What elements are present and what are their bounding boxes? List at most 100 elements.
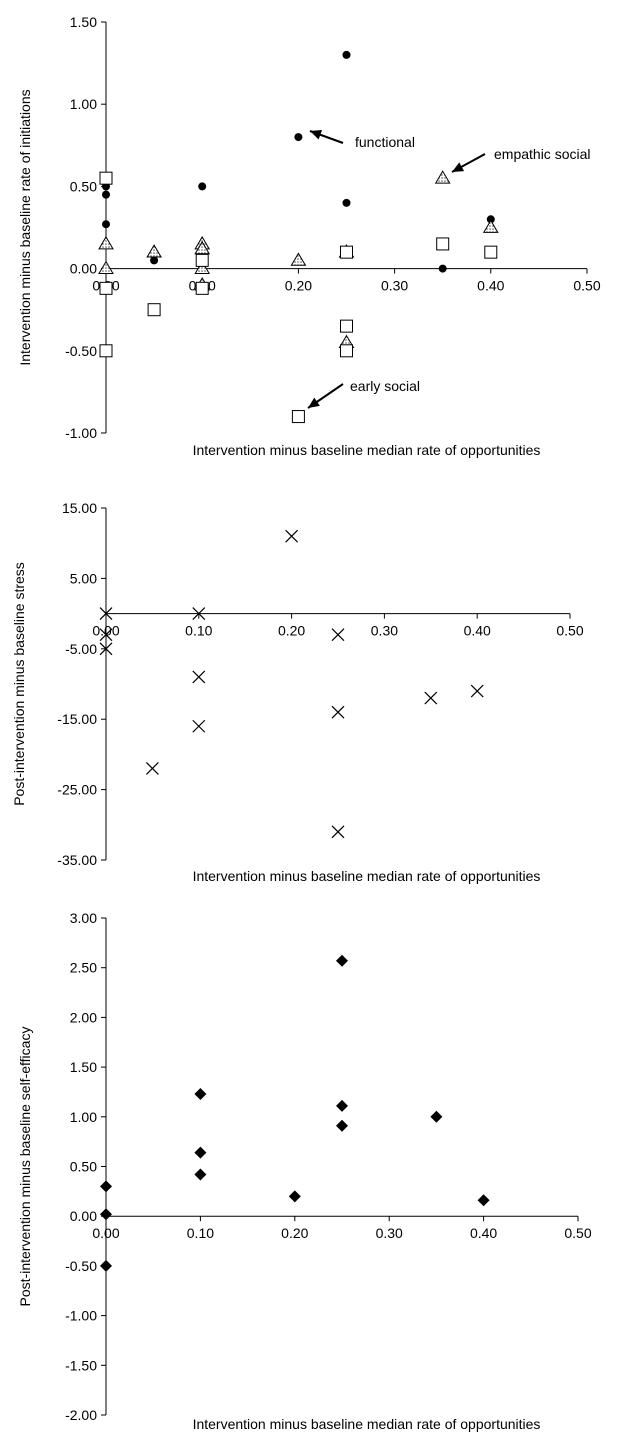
square-marker bbox=[291, 410, 305, 424]
diamond-marker bbox=[336, 954, 348, 967]
circle-marker bbox=[438, 264, 447, 273]
diamond-marker bbox=[336, 1099, 348, 1112]
x-marker bbox=[192, 607, 206, 621]
y-tick-label: -35.00 bbox=[57, 852, 97, 868]
y-tick-label: 1.00 bbox=[70, 96, 97, 112]
y-tick-label: -1.00 bbox=[65, 1308, 97, 1324]
annotation-early-social: early social bbox=[307, 378, 420, 409]
diamond-marker bbox=[336, 1119, 348, 1132]
y-tick-label: 2.50 bbox=[70, 960, 97, 976]
diamond-marker bbox=[477, 1194, 490, 1207]
square-marker bbox=[436, 237, 450, 251]
circle-marker bbox=[102, 190, 110, 199]
circle-marker bbox=[198, 182, 207, 191]
square-marker bbox=[99, 171, 113, 185]
circle-marker bbox=[342, 198, 351, 207]
circle-marker bbox=[486, 215, 495, 224]
y-axis-title: Intervention minus baseline rate of init… bbox=[17, 89, 33, 365]
diamond-marker bbox=[100, 1208, 112, 1221]
x-tick-label: 0.40 bbox=[464, 623, 491, 639]
y-tick-label: -1.00 bbox=[65, 425, 97, 441]
chart-2: 15.00 5.00 -5.00 -15.00 -25.00 -35.00 0.00 0.10… bbox=[11, 500, 584, 884]
x-marker bbox=[99, 607, 113, 621]
y-tick-label: -25.00 bbox=[57, 782, 97, 798]
diamond-marker bbox=[430, 1110, 443, 1123]
series-empathic-social bbox=[98, 170, 499, 348]
x-tick-label: 0.50 bbox=[556, 623, 583, 639]
x-tick-label: 0.20 bbox=[281, 1225, 308, 1241]
triangle-marker bbox=[194, 240, 211, 255]
y-tick-label: -0.50 bbox=[65, 1258, 97, 1274]
x-marker bbox=[99, 642, 113, 656]
y-tick-label: 2.00 bbox=[70, 1009, 97, 1025]
circle-marker bbox=[150, 256, 159, 265]
square-marker bbox=[195, 281, 209, 295]
x-marker bbox=[470, 684, 484, 698]
annotation-functional: functional bbox=[309, 130, 415, 150]
x-marker bbox=[99, 628, 113, 642]
triangle-marker bbox=[146, 244, 162, 258]
chart-1: 1.501.000.500.00-0.50-1.000.000.100.200.… bbox=[17, 14, 601, 458]
y-tick-label: -5.00 bbox=[65, 641, 97, 657]
y-tick-label: -15.00 bbox=[57, 711, 97, 727]
y-axis-title: Post-intervention minus baseline stress bbox=[11, 562, 27, 806]
annotation-arrowhead bbox=[452, 162, 465, 172]
annotation-label: functional bbox=[355, 134, 415, 150]
triangle-marker bbox=[194, 260, 211, 274]
y-tick-label: -0.50 bbox=[65, 343, 97, 359]
chart-3: 3.00 2.50 2.00 1.50 1.00 0.50 0.00 -0.50 -1.00 -1… bbox=[17, 910, 592, 1432]
x-tick-label: 0.30 bbox=[376, 1225, 403, 1241]
x-marker bbox=[331, 705, 345, 719]
x-tick-label: 0.50 bbox=[573, 278, 600, 294]
triangle-marker bbox=[434, 170, 451, 184]
x-tick-label: 0.30 bbox=[371, 623, 398, 639]
y-tick-label: 3.00 bbox=[70, 910, 97, 926]
x-tick-label: 0.40 bbox=[477, 278, 504, 294]
square-marker bbox=[340, 245, 353, 259]
y-tick-label: 0.50 bbox=[70, 178, 97, 194]
y-tick-label: 1.50 bbox=[70, 14, 97, 30]
square-marker bbox=[147, 303, 161, 317]
annotation-empathic-social: empathic social bbox=[451, 146, 591, 173]
x-marker bbox=[285, 529, 299, 543]
x-tick-label: 0.10 bbox=[185, 623, 212, 639]
x-marker bbox=[424, 691, 438, 705]
series-early-social bbox=[99, 171, 498, 424]
y-tick-label: 5.00 bbox=[70, 570, 97, 586]
x-marker bbox=[331, 825, 345, 839]
triangle-marker bbox=[98, 260, 114, 274]
circle-marker bbox=[294, 133, 303, 142]
square-marker bbox=[99, 344, 113, 358]
circle-marker bbox=[102, 220, 110, 229]
y-tick-label: 1.00 bbox=[70, 1109, 97, 1125]
triangle-marker bbox=[98, 235, 114, 250]
x-tick-label: 0.30 bbox=[381, 278, 408, 294]
diamond-marker bbox=[194, 1168, 207, 1181]
square-marker bbox=[99, 281, 113, 295]
y-tick-label: 0.50 bbox=[70, 1159, 97, 1175]
square-marker bbox=[484, 245, 498, 259]
y-axis-title: Post-intervention minus baseline self-ef… bbox=[17, 1027, 33, 1307]
diamond-marker bbox=[100, 1180, 112, 1193]
x-axis-title: Intervention minus baseline median rate … bbox=[193, 442, 541, 458]
x-tick-label: 0.50 bbox=[564, 1225, 591, 1241]
y-tick-label: 0.00 bbox=[70, 261, 97, 277]
square-marker bbox=[340, 344, 353, 358]
x-marker bbox=[331, 628, 345, 642]
x-marker bbox=[192, 670, 206, 684]
annotation-label: empathic social bbox=[494, 146, 591, 162]
y-tick-label: 15.00 bbox=[62, 500, 97, 516]
x-tick-label: 0.00 bbox=[92, 623, 119, 639]
series-1 bbox=[100, 954, 490, 1272]
x-marker bbox=[192, 719, 206, 733]
x-tick-label: 0.10 bbox=[187, 1225, 214, 1241]
x-tick-label: 0.20 bbox=[285, 278, 312, 294]
series-functional bbox=[102, 50, 495, 273]
y-tick-label: 1.50 bbox=[70, 1059, 97, 1075]
triangle-marker bbox=[290, 252, 307, 266]
y-tick-label: -2.00 bbox=[65, 1407, 97, 1423]
annotation-label: early social bbox=[350, 378, 420, 394]
x-tick-label: 0.00 bbox=[92, 1225, 119, 1241]
